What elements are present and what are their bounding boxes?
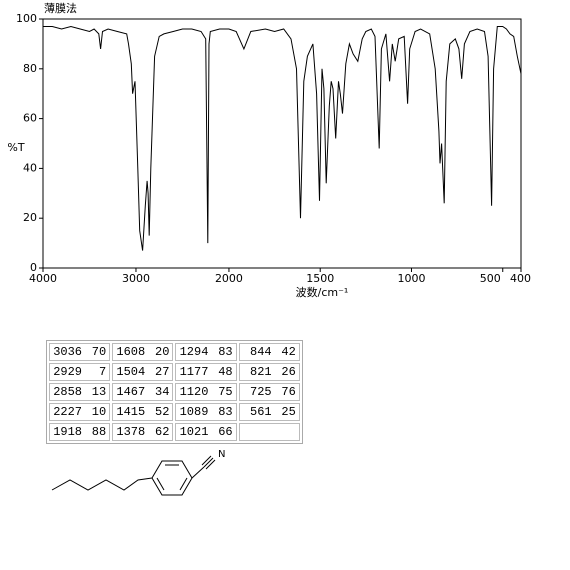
transmittance: 42: [281, 345, 296, 359]
benzene-ring: [151, 460, 193, 496]
chart-title: 薄膜法: [44, 1, 77, 15]
table-cell: 1504 27: [112, 363, 174, 381]
wavenumber: 1608: [116, 345, 146, 359]
table-cell: 1089 83: [175, 403, 237, 421]
wavenumber: 1294: [179, 345, 209, 359]
spectrum-line: [43, 25, 522, 251]
table-row: 2227 10 1415 52 1089 83 561 25: [49, 403, 300, 421]
transmittance: 7: [99, 365, 107, 379]
wavenumber: 1918: [53, 425, 82, 439]
y-tick-label: 80: [23, 62, 37, 75]
wavenumber: 3036: [53, 345, 82, 359]
transmittance: 76: [281, 385, 296, 399]
table-cell: 1378 62: [112, 423, 174, 441]
transmittance: 66: [218, 425, 233, 439]
peak-table: 3036 70 1608 20 1294 83 844 42 2929 7 1504 27…: [46, 340, 303, 444]
wavenumber: 1089: [179, 405, 209, 419]
ring-double-bond: [156, 477, 165, 491]
table-cell: 821 26: [238, 363, 300, 381]
wavenumber: 1415: [116, 405, 146, 419]
table-cell: 1177 48: [175, 363, 237, 381]
x-tick-label: 400: [510, 272, 531, 285]
table-cell: 2858 13: [49, 383, 111, 401]
transmittance: 83: [218, 405, 233, 419]
wavenumber: 1177: [179, 365, 209, 379]
table-cell: 3036 70: [49, 343, 111, 361]
table-row: 3036 70 1608 20 1294 83 844 42: [49, 343, 300, 361]
table-cell: [238, 423, 300, 441]
table-cell: 1294 83: [175, 343, 237, 361]
table-cell: 1415 52: [112, 403, 174, 421]
transmittance: 27: [155, 365, 170, 379]
triple-bond: [201, 455, 212, 466]
wavenumber: 1504: [116, 365, 146, 379]
wavenumber: 2929: [53, 365, 82, 379]
structure: [51, 455, 216, 496]
table-row: 2858 13 1467 34 1120 75 725 76: [49, 383, 300, 401]
x-axis-label: 波数/cm⁻¹: [296, 286, 349, 299]
ring-double-bond: [179, 477, 188, 491]
wavenumber: 2227: [53, 405, 82, 419]
transmittance: 52: [155, 405, 170, 419]
transmittance: 25: [281, 405, 296, 419]
bond: [191, 466, 205, 479]
table-cell: 1120 75: [175, 383, 237, 401]
transmittance: 70: [91, 345, 107, 359]
y-tick-label: 40: [23, 161, 37, 174]
x-tick-label: 2000: [215, 272, 243, 285]
table-cell: 1608 20: [112, 343, 174, 361]
table-cell: 2929 7: [49, 363, 111, 381]
wavenumber: 725: [250, 385, 272, 399]
transmittance: 88: [91, 425, 107, 439]
x-tick-label: 1000: [397, 272, 425, 285]
x-tick-label: 500: [480, 272, 501, 285]
x-tick-label: 1500: [306, 272, 334, 285]
transmittance: 34: [155, 385, 170, 399]
table-row: 1918 88 1378 62 1021 66: [49, 423, 300, 441]
transmittance: 26: [281, 365, 296, 379]
y-tick-label: 60: [23, 112, 37, 125]
table-cell: 561 25: [238, 403, 300, 421]
triple-bond: [203, 457, 214, 468]
transmittance: 83: [218, 345, 233, 359]
transmittance: 20: [155, 345, 170, 359]
x-tick-label: 3000: [122, 272, 150, 285]
transmittance: 62: [155, 425, 170, 439]
transmittance: 75: [218, 385, 233, 399]
wavenumber: 1467: [116, 385, 146, 399]
y-tick-label: 100: [16, 12, 37, 25]
wavenumber: 1021: [179, 425, 209, 439]
table-row: 2929 7 1504 27 1177 48 821 26: [49, 363, 300, 381]
wavenumber: 844: [250, 345, 272, 359]
wavenumber: 2858: [53, 385, 82, 399]
x-tick-label: 4000: [29, 272, 57, 285]
table-cell: 1918 88: [49, 423, 111, 441]
table-cell: 2227 10: [49, 403, 111, 421]
triple-bond: [205, 459, 216, 470]
table-cell: 1467 34: [112, 383, 174, 401]
y-tick-label: 20: [23, 211, 37, 224]
table-cell: 844 42: [238, 343, 300, 361]
y-axis-label: %T: [7, 141, 24, 154]
transmittance: 10: [91, 405, 107, 419]
wavenumber: 821: [250, 365, 272, 379]
plot-frame: [42, 18, 522, 269]
y-tick-label: 0: [30, 261, 37, 274]
hexyl-chain: [51, 477, 153, 491]
table-cell: 725 76: [238, 383, 300, 401]
wavenumber: 561: [250, 405, 272, 419]
wavenumber: 1378: [116, 425, 146, 439]
wavenumber: 1120: [179, 385, 209, 399]
table-cell: 1021 66: [175, 423, 237, 441]
transmittance: 48: [218, 365, 233, 379]
transmittance: 13: [91, 385, 107, 399]
atom-label: N: [218, 449, 225, 460]
